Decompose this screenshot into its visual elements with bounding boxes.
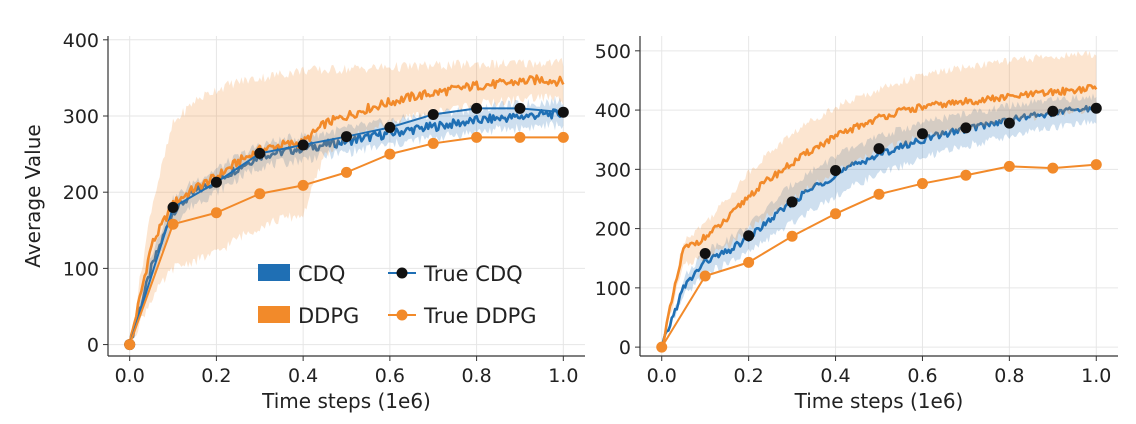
marker-true-cdq [830,165,842,177]
marker-true-ddpg [210,207,222,219]
marker-true-ddpg [254,188,266,200]
marker-true-cdq [786,196,798,208]
line-ddpg [128,74,565,345]
marker-true-ddpg [960,169,972,181]
marker-true-ddpg [830,208,842,220]
x-tick-label: 0.2 [201,365,231,387]
x-axis-label: Time steps (1e6) [261,389,431,413]
legend-marker-true-cdq [396,267,408,279]
marker-true-cdq [873,143,885,155]
marker-true-ddpg [514,131,526,143]
x-tick-label: 0.0 [115,365,145,387]
marker-true-cdq [471,102,483,114]
y-tick-label: 500 [595,41,631,63]
x-axis-label: Time steps (1e6) [794,389,964,413]
marker-true-cdq [427,108,439,120]
marker-true-ddpg [384,148,396,160]
y-tick-label: 300 [63,106,99,128]
legend-marker-true-ddpg [396,309,408,321]
y-tick-label: 0 [87,335,99,357]
x-tick-label: 0.6 [375,365,405,387]
marker-true-ddpg [167,218,179,230]
marker-true-cdq [341,131,352,143]
marker-true-ddpg [557,131,569,143]
chart-left: 0.0 0.2 0.4 0.6 0.8 1.0 0 100 200 300 400 Time step… [21,30,585,413]
y-tick-label: 400 [63,30,99,52]
band-ddpg [129,57,564,345]
x-tick-label: 0.8 [461,365,491,387]
x-tick-label: 1.0 [548,365,578,387]
marker-true-cdq [916,128,928,140]
marker-true-ddpg [1090,159,1102,171]
marker-true-cdq [210,176,222,188]
marker-true-ddpg [786,230,798,242]
y-axis-label: Average Value [21,124,45,267]
marker-true-ddpg [873,188,885,200]
marker-true-cdq [254,147,266,159]
marker-true-ddpg [471,131,483,143]
x-tick-label: 0.0 [647,365,677,387]
marker-true-ddpg [916,178,928,190]
band-cdq [129,96,564,345]
y-tick-label: 100 [63,258,99,280]
x-tick-label: 0.6 [907,365,937,387]
legend-label-true-ddpg: True DDPG [423,304,537,328]
marker-true-cdq [1003,117,1015,129]
x-tick-label: 0.4 [820,365,850,387]
legend-swatch-cdq [258,264,290,281]
marker-true-ddpg [743,256,755,268]
marker-true-cdq [743,230,755,242]
legend-swatch-ddpg [258,306,290,323]
y-tick-label: 200 [595,219,631,241]
y-tick-label: 300 [595,159,631,181]
legend-label-ddpg: DDPG [298,304,359,328]
marker-true-cdq [514,102,526,114]
x-tick-label: 0.4 [288,365,318,387]
y-tick-label: 400 [595,100,631,122]
marker-true-cdq [557,106,569,118]
marker-true-cdq [167,201,179,213]
chart-right: 0.0 0.2 0.4 0.6 0.8 1.0 0 100 200 300 400 500 Time s… [595,36,1118,413]
marker-true-cdq [699,247,711,259]
marker-true-ddpg [124,339,136,351]
y-tick-label: 100 [595,278,631,300]
legend-label-true-cdq: True CDQ [423,262,523,286]
y-tick-label: 0 [619,337,631,359]
marker-true-ddpg [297,179,309,191]
marker-true-ddpg [656,341,668,353]
marker-true-ddpg [427,137,439,149]
x-tick-label: 0.8 [994,365,1024,387]
marker-true-ddpg [1003,160,1015,172]
marker-true-cdq [1090,102,1102,114]
y-tick-label: 200 [63,182,99,204]
line-ddpg [660,83,1098,348]
legend-label-cdq: CDQ [298,262,345,286]
marker-true-ddpg [341,166,352,178]
marker-true-cdq [297,139,309,151]
x-tick-label: 1.0 [1081,365,1111,387]
marker-true-cdq [384,121,396,133]
marker-true-cdq [1047,105,1059,117]
marker-true-cdq [960,122,972,134]
marker-true-ddpg [699,270,711,282]
x-tick-label: 0.2 [734,365,764,387]
marker-true-ddpg [1047,162,1059,174]
